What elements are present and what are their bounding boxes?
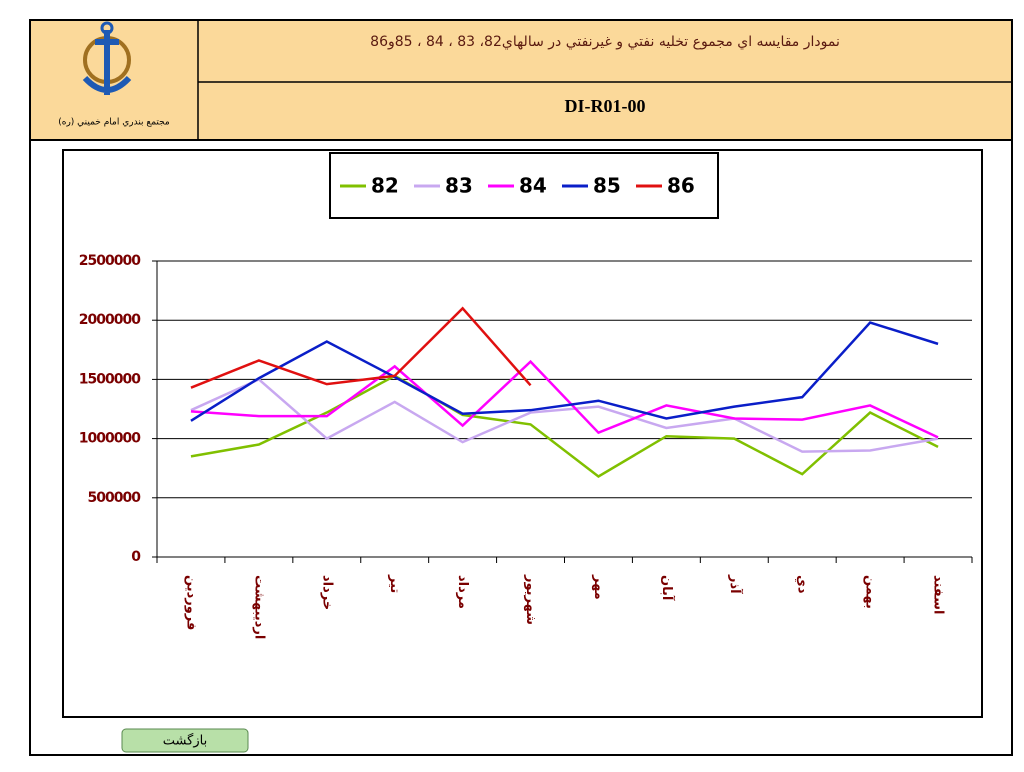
header [31,21,1011,140]
x-tick-label: بهمن [863,575,878,609]
logo [82,21,132,95]
back-button[interactable]: بازگشت [121,728,249,753]
series-line [190,321,939,422]
x-tick-label: آذر [727,574,744,594]
x-tick-label: خرداد [319,575,334,610]
legend-label: 86 [667,174,695,198]
y-tick-label: 0 [131,549,141,565]
y-tick-label: 1500000 [79,371,141,387]
button[interactable] [121,728,249,753]
series-line [190,377,939,453]
x-tick-label: اسفند [931,575,946,614]
legend-label: 85 [593,174,621,198]
x-tick-label: تير [387,574,402,593]
logo-caption: مجتمع بندري امام خميني (ره) [58,118,170,128]
legend-label: 82 [371,174,399,198]
y-tick-label: 500000 [88,490,142,506]
x-tick-label: مهر [591,574,606,600]
x-tick-label: آبان [659,575,676,601]
title: نمودار مقايسه اي مجموع تخليه نفتي و غيرن… [370,34,840,50]
x-tick-label: فروردين [183,575,198,630]
x-tick-label: ارديبهشت [251,575,266,639]
series-line [190,374,939,478]
y-tick-label: 2000000 [79,312,141,328]
x-tick-label: مرداد [455,575,470,609]
button-label[interactable]: بازگشت [163,733,207,749]
y-tick-label: 1000000 [79,431,141,447]
legend-label: 83 [445,174,473,198]
series-line [190,359,939,439]
x-tick-label: دي [795,575,810,594]
y-tick-label: 2500000 [79,253,141,269]
x-tick-label: شهريور [523,574,538,625]
chart-area [62,149,983,718]
legend-label: 84 [519,174,547,198]
series-line [190,306,532,389]
code: DI-R01-00 [565,96,646,116]
